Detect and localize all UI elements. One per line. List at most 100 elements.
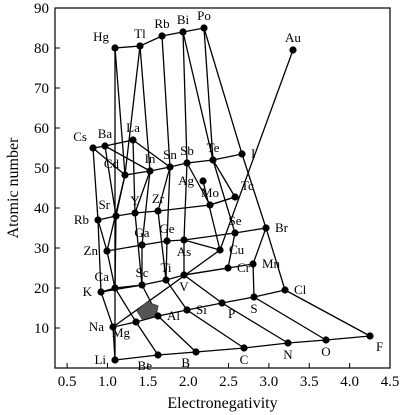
element-point-si [183, 306, 191, 314]
element-point-rb [94, 216, 102, 224]
element-point-cs [89, 144, 97, 152]
x-tick-label: 2.5 [219, 374, 238, 390]
element-point-f [366, 332, 374, 340]
element-point-ge [163, 237, 171, 245]
x-tick-label: 4.0 [340, 374, 359, 390]
element-point-zr [154, 207, 162, 215]
y-tick-label: 10 [34, 321, 49, 337]
element-label-sb: Sb [180, 143, 194, 158]
y-tick-label: 40 [34, 201, 49, 217]
element-point-y [131, 209, 139, 217]
element-label-ag: Ag [178, 173, 194, 188]
element-point-pb [158, 32, 166, 40]
element-point-v [180, 271, 188, 279]
element-label-au: Au [285, 30, 301, 45]
element-label-cl: Cl [294, 282, 307, 297]
connector-line [139, 45, 151, 285]
element-label-li: Li [94, 352, 106, 367]
connector-line [134, 170, 151, 214]
element-label-mo: Mo [201, 185, 219, 200]
element-label-i: I [251, 146, 255, 161]
element-point-tc [231, 193, 239, 201]
element-label-f: F [376, 339, 383, 354]
x-tick-label: 1.0 [98, 374, 117, 390]
connector-line [100, 284, 143, 293]
element-label-se: Se [229, 213, 242, 228]
element-point-sb [183, 159, 191, 167]
element-point-p [218, 299, 226, 307]
element-label-te: Te [207, 140, 220, 155]
connector-line [203, 27, 236, 269]
element-label-la: La [126, 120, 140, 135]
connector-line [92, 139, 134, 149]
element-point-b [192, 348, 200, 356]
element-label-s: S [250, 301, 257, 316]
connector-line [212, 159, 236, 198]
x-tick-label: 3.0 [260, 374, 279, 390]
connector-line [182, 31, 214, 161]
x-tick-label: 3.5 [300, 374, 319, 390]
axes: 0.5 1.0 1.5 2.0 2.5 3.0 3.5 4.0 4.5 10 20 30 40 50 60 7… [34, 1, 399, 390]
element-point-n [284, 339, 292, 347]
element-point-mn [249, 260, 257, 268]
y-tick-label: 20 [34, 281, 49, 297]
y-tick-label: 90 [34, 1, 49, 17]
x-tick-label: 0.5 [58, 374, 77, 390]
y-tick-label: 80 [34, 41, 49, 57]
element-point-br [262, 224, 270, 232]
element-label-sr: Sr [98, 197, 110, 212]
element-point-al [154, 312, 162, 320]
element-point-i [238, 150, 246, 158]
element-point-ba [101, 142, 109, 150]
y-tick-label: 50 [34, 161, 49, 177]
element-label-tl: Tl [134, 26, 146, 41]
connector-line [92, 147, 126, 176]
connector-line [202, 180, 221, 251]
element-label-p: P [228, 306, 235, 321]
element-label-tc: Tc [241, 178, 254, 193]
element-point-sc [138, 281, 146, 289]
element-point-cd [121, 171, 129, 179]
element-point-c [240, 344, 248, 352]
y-tick-label: 70 [34, 81, 49, 97]
element-point-bi [179, 28, 187, 36]
element-point-ga [138, 241, 146, 249]
element-point-k [97, 288, 105, 296]
connector-line [209, 196, 236, 206]
element-label-as: As [177, 244, 191, 259]
element-label-n: N [283, 347, 293, 362]
element-label-mn: Mn [262, 256, 281, 271]
connector-line [115, 174, 126, 217]
connector-line [182, 31, 188, 275]
element-label-o: O [321, 344, 330, 359]
highlight-region [136, 301, 159, 320]
element-label-sc: Sc [136, 265, 149, 280]
connector-line [106, 227, 267, 252]
connector-line [265, 227, 371, 337]
element-point-cr [224, 264, 232, 272]
element-label-ga: Ga [134, 225, 149, 240]
element-point-ti [162, 276, 170, 284]
element-point-ag [199, 177, 207, 185]
connector-line [182, 267, 289, 344]
element-label-bi: Bi [177, 12, 190, 27]
element-point-s [250, 293, 258, 301]
element-label-ba: Ba [98, 126, 113, 141]
element-label-rb: Rb [74, 212, 89, 227]
element-point-au [289, 46, 297, 54]
element-point-be [154, 351, 162, 359]
x-tick-label: 1.5 [138, 374, 157, 390]
connector-line [241, 153, 267, 265]
element-point-cu [216, 246, 224, 254]
element-label-pb: Rb [154, 16, 169, 31]
connector-line [157, 166, 171, 212]
x-axis-title: Electronegativity [167, 395, 277, 412]
connector-line [124, 153, 243, 176]
element-label-na: Na [89, 319, 104, 334]
y-tick-label: 60 [34, 121, 49, 137]
element-point-sr [112, 212, 120, 220]
element-label-y: Y [130, 193, 140, 208]
y-axis-title: Atomic number [5, 137, 22, 239]
element-point-mg [132, 318, 140, 326]
